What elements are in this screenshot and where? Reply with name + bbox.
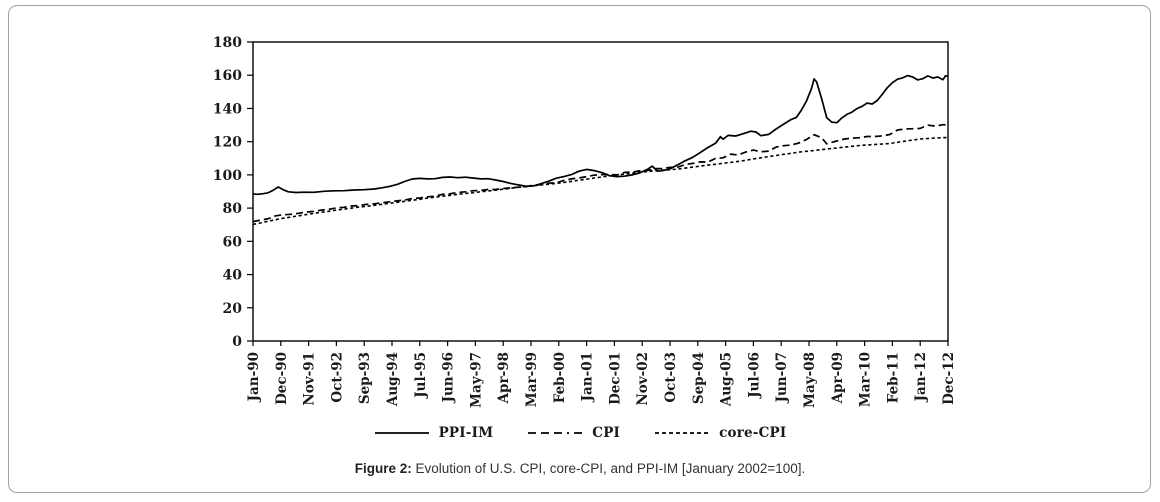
legend-label-cpi: CPI	[592, 425, 621, 441]
figure-caption: Figure 2: Evolution of U.S. CPI, core-CP…	[0, 461, 1160, 476]
legend-item-cpi: CPI	[527, 425, 620, 441]
chart-legend: PPI-IM CPI core-CPI	[0, 425, 1160, 441]
figure-panel	[8, 5, 1151, 493]
x-tick-label: Jul-06	[746, 352, 762, 399]
series-line-cpi	[252, 123, 949, 223]
x-tick-label: Apr-09	[830, 352, 846, 404]
caption-text: Evolution of U.S. CPI, core-CPI, and PPI…	[411, 461, 806, 476]
x-tick-label: Aug-94	[385, 352, 401, 407]
x-tick-label: Jun-07	[774, 352, 790, 403]
x-tick-label: Apr-98	[496, 352, 512, 404]
legend-sample-dotted-line	[655, 432, 710, 434]
legend-label-ppi-im: PPI-IM	[438, 425, 494, 441]
plot-box	[252, 41, 949, 342]
series-line-ppi-im	[252, 74, 949, 196]
x-tick-label: Aug-05	[719, 352, 735, 407]
y-tick-label: 160	[213, 68, 242, 84]
x-tick-label: Oct-92	[329, 352, 345, 403]
x-tick-label: Dec-90	[274, 352, 290, 405]
y-tick-label: 40	[223, 268, 243, 284]
y-tick-label: 140	[213, 101, 242, 117]
x-tick-label: Jan-01	[580, 352, 596, 402]
caption-label: Figure 2:	[354, 461, 412, 476]
y-tick-label: 180	[213, 35, 242, 51]
x-tick-label: Jan-90	[246, 352, 262, 402]
x-tick-label: Nov-91	[302, 352, 318, 406]
x-tick-label: May-08	[802, 352, 818, 408]
legend-label-core-cpi: core-CPI	[719, 425, 787, 441]
x-tick-label: Sep-04	[691, 352, 707, 404]
x-tick-label: Feb-00	[552, 352, 568, 403]
x-tick-label: Jun-96	[441, 352, 457, 403]
y-tick-label: 80	[223, 201, 243, 217]
x-tick-label: Mar-99	[524, 352, 540, 407]
y-tick-label: 100	[213, 168, 242, 184]
x-tick-label: Sep-93	[357, 352, 373, 404]
x-tick-label: Dec-01	[607, 352, 623, 405]
x-tick-label: Jul-95	[413, 352, 429, 399]
plot-area: 0 20 40 60 80 100 120 140 160 180 Jan-90 Dec-90 Nov-…	[213, 35, 957, 408]
y-tick-label: 20	[223, 301, 243, 317]
legend-sample-dashed-line	[528, 432, 583, 434]
x-tick-label: Dec-12	[941, 352, 957, 405]
x-tick-label: May-97	[468, 352, 484, 408]
legend-item-ppi-im: PPI-IM	[374, 425, 494, 441]
y-tick-label: 120	[213, 135, 242, 151]
legend-sample-solid-line	[374, 432, 429, 434]
legend-item-core-cpi: core-CPI	[654, 425, 786, 441]
x-tick-label: Oct-03	[663, 352, 679, 403]
y-tick-label: 60	[223, 234, 243, 250]
series-line-core-cpi	[252, 136, 949, 226]
x-tick-label: Jan-12	[913, 352, 929, 402]
y-tick-label: 0	[232, 334, 242, 350]
x-tick-label: Nov-02	[635, 352, 651, 406]
x-tick-label: Feb-11	[885, 352, 901, 403]
x-tick-label: Mar-10	[858, 352, 874, 407]
